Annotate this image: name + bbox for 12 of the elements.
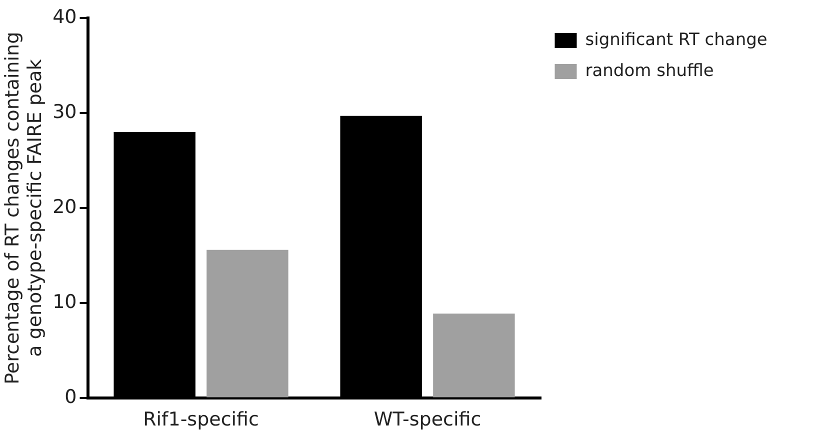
legend-label: significant RT change <box>585 30 768 50</box>
y-tick-label: 10 <box>52 291 77 314</box>
legend-label: random shuffle <box>585 60 714 81</box>
bar <box>206 250 288 398</box>
y-tick-label: 20 <box>52 196 77 218</box>
bar <box>433 314 515 398</box>
y-tick-label: 30 <box>52 100 77 123</box>
x-tick-label: WT-specific <box>374 408 482 431</box>
x-tick-label: Rif1-specific <box>143 408 259 431</box>
y-tick-label: 0 <box>64 386 77 408</box>
y-axis-title: Percentage of RT changes containing a genotype-specific FAIRE peak <box>1 32 46 384</box>
y-tick-label: 40 <box>52 6 77 28</box>
